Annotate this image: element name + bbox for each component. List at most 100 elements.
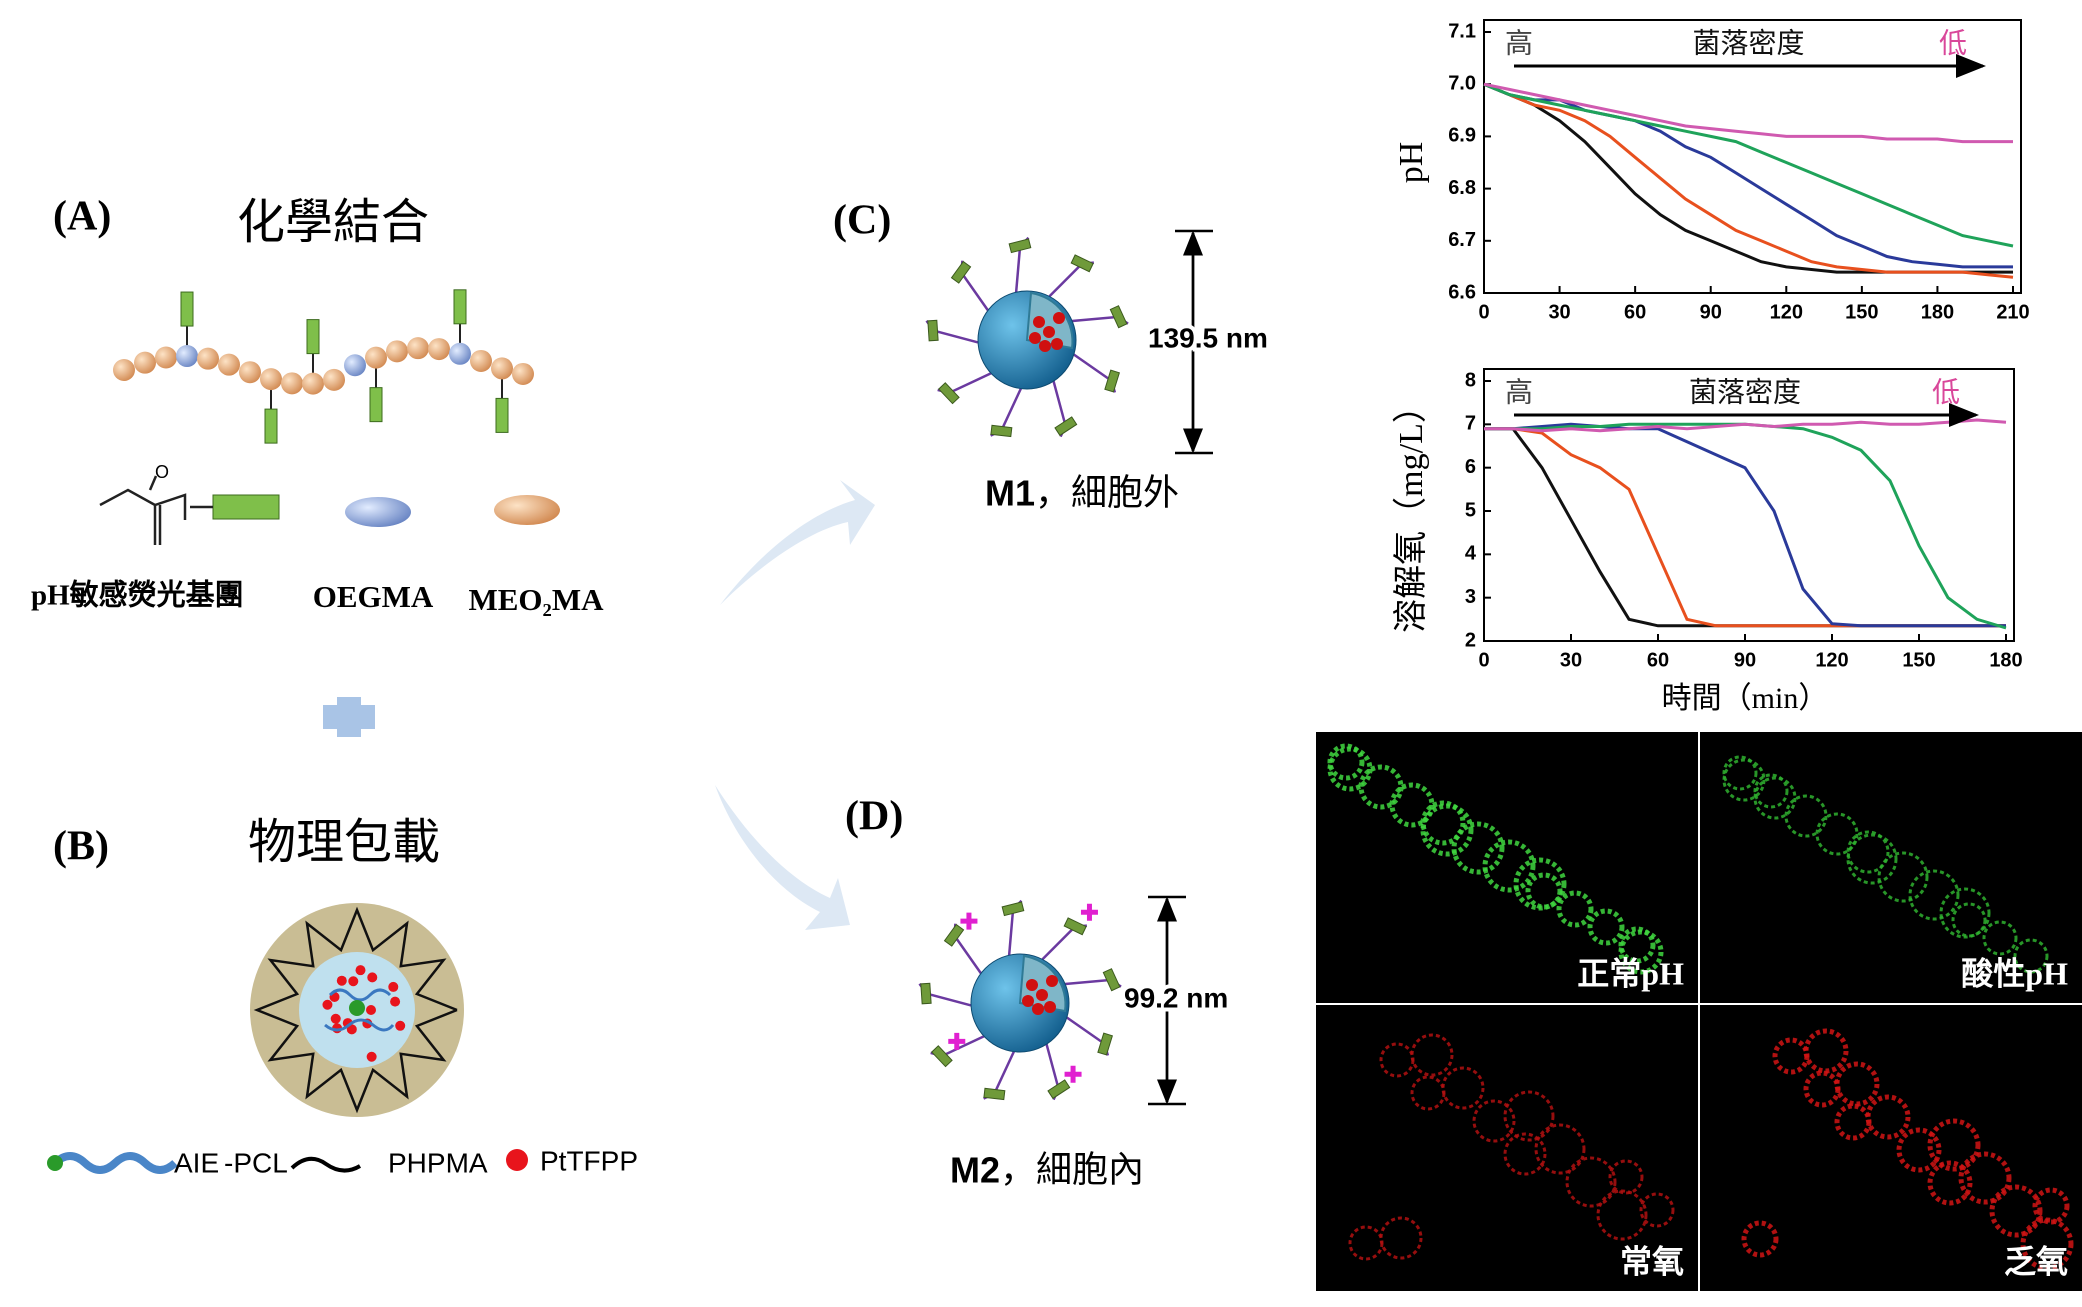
- fluorophore: [1097, 1032, 1113, 1056]
- x-tick-label: 30: [1548, 301, 1570, 323]
- x-tick-label: 0: [1478, 649, 1489, 671]
- fluorophore: [495, 397, 509, 433]
- x-tick-label: 60: [1647, 649, 1669, 671]
- payload: [1044, 1001, 1056, 1013]
- y-tick-label: 7: [1465, 413, 1476, 435]
- legend-label: PtTFPP: [540, 1145, 638, 1176]
- payload: [1036, 989, 1048, 1001]
- flow-arrow: [715, 785, 850, 930]
- cell: [1753, 773, 1789, 809]
- monomer-bead: [323, 368, 345, 391]
- fluorophore: [1104, 369, 1120, 393]
- size-label: 99.2 nm: [1124, 982, 1228, 1013]
- plot-frame: [1483, 368, 2015, 642]
- cell: [1865, 1094, 1911, 1140]
- cell: [1556, 890, 1594, 928]
- micrograph-label: 正常pH: [1577, 955, 1684, 991]
- cell: [1722, 758, 1766, 802]
- dye-dot: [395, 1020, 406, 1031]
- monomer-bead: [449, 342, 471, 365]
- x-tick-label: 150: [1845, 301, 1878, 323]
- dye-dot: [390, 996, 401, 1007]
- dye-dot: [355, 965, 366, 976]
- component-label: MEO₂MA: [469, 582, 605, 617]
- fluorophore: [1001, 901, 1025, 917]
- cell: [1753, 776, 1797, 820]
- monomer-bead: [176, 345, 198, 368]
- fluorophore: [950, 260, 972, 284]
- data-line: [1484, 422, 2006, 628]
- fluorophore: [1070, 254, 1094, 273]
- x-tick-label: 30: [1560, 649, 1582, 671]
- micrograph-label: 常氧: [1620, 1243, 1684, 1279]
- x-tick-label: 210: [1996, 301, 2029, 323]
- data-line: [1484, 418, 2007, 433]
- legend-b: [47, 1149, 528, 1174]
- monomer-bead: [344, 354, 366, 377]
- x-tick-label: 90: [1700, 301, 1722, 323]
- cell: [1815, 812, 1859, 856]
- monomer-bead: [155, 346, 177, 369]
- monomer-bead: [239, 361, 261, 384]
- micrograph: [1700, 1005, 2082, 1291]
- plus-sign: [323, 697, 375, 737]
- cell: [1420, 800, 1466, 846]
- fluorophore: [1109, 305, 1128, 329]
- caption: ，細胞內: [1000, 1149, 1144, 1189]
- cell: [1534, 1123, 1586, 1175]
- monomer-bead: [428, 338, 450, 361]
- monomer-bead: [218, 353, 240, 376]
- cell: [1834, 1061, 1880, 1107]
- dye-dot: [367, 972, 378, 983]
- dye-dot: [366, 1051, 377, 1062]
- y-tick-label: 2: [1465, 629, 1476, 651]
- data-line: [1484, 427, 2006, 628]
- nanoparticle: [918, 899, 1122, 1101]
- monomer-bead: [113, 359, 135, 381]
- fluorophore: [1008, 238, 1032, 254]
- payload: [1022, 995, 1034, 1007]
- cell: [2032, 1187, 2070, 1225]
- x-tick-label: 150: [1902, 649, 1935, 671]
- data-line: [1484, 422, 2007, 630]
- y-tick-label: 6: [1465, 456, 1476, 478]
- cell: [1927, 1118, 1981, 1172]
- component-label: pH敏感熒光基團: [31, 579, 244, 612]
- x-tick-label: 120: [1770, 301, 1803, 323]
- data-line: [1484, 427, 2006, 628]
- panel-label: (D): [845, 794, 903, 840]
- cell: [1327, 743, 1365, 781]
- cell: [1379, 1216, 1423, 1260]
- data-line: [1483, 82, 2013, 144]
- y-tick-label: 6.7: [1448, 229, 1476, 251]
- monomer-bead: [407, 337, 429, 360]
- microscopy-grid: 正常pH 酸性pH 常氧 乏氧: [1316, 732, 2082, 1291]
- micelle: [250, 903, 464, 1117]
- payload: [1029, 332, 1041, 344]
- y-axis-label: 溶解氧（mg/L）: [1392, 389, 1430, 633]
- x-tick-label: 180: [1921, 301, 1954, 323]
- payload: [1039, 340, 1051, 352]
- cell: [2013, 938, 2049, 974]
- y-tick-label: 4: [1465, 543, 1477, 565]
- fluorophore: [1102, 968, 1121, 992]
- fluorophore: [927, 319, 939, 342]
- x-axis-label: 時間（min）: [1662, 682, 1829, 715]
- targeting-group: [948, 1032, 966, 1050]
- cell: [1482, 839, 1536, 893]
- polymer-shell: [253, 906, 458, 1114]
- y-tick-label: 3: [1465, 586, 1476, 608]
- cell: [1327, 746, 1373, 792]
- component-label: OEGMA: [313, 579, 434, 614]
- fluorophore: [306, 319, 320, 355]
- monomer-bead: [470, 349, 492, 372]
- cell: [1451, 821, 1505, 875]
- fluorophore: [180, 291, 194, 327]
- payload: [1032, 1003, 1044, 1015]
- cell: [1503, 1132, 1547, 1176]
- dye-dot: [336, 975, 347, 986]
- x-tick-label: 120: [1815, 649, 1848, 671]
- fluorophore: [931, 1045, 953, 1068]
